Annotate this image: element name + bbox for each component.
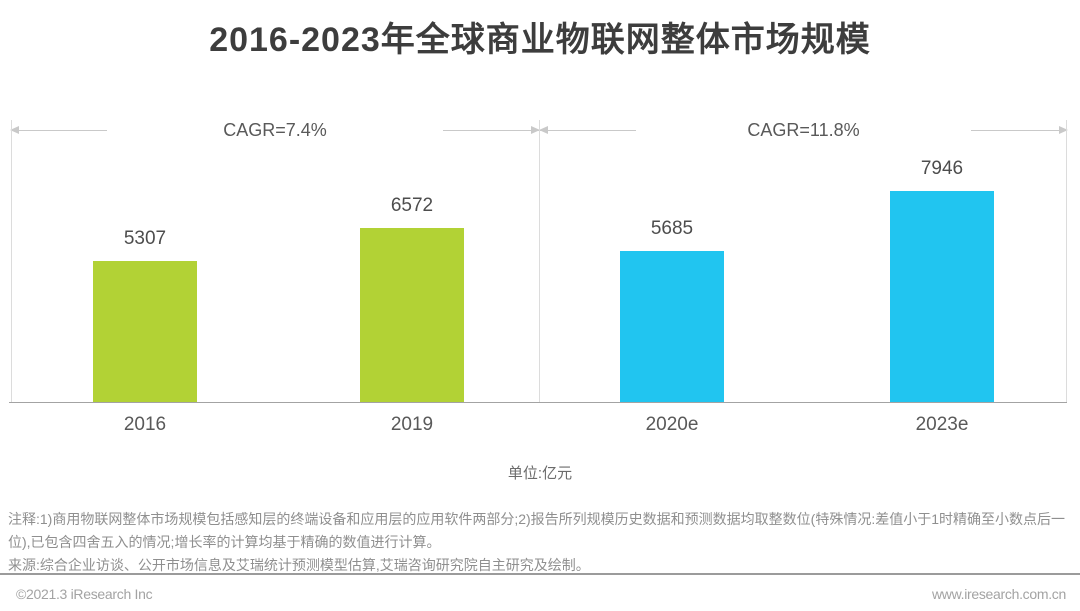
copyright-text: ©2021.3 iResearch Inc [16,586,153,602]
dimension-line-right-segment [971,126,1068,134]
footnotes: 注释:1)商用物联网整体市场规模包括感知层的终端设备和应用层的应用软件两部分;2… [8,508,1074,577]
x-axis-tick-label: 2019 [390,414,434,435]
cagr-label-left: CAGR=7.4% [223,119,327,140]
x-axis-tick-label: 2020e [645,414,699,435]
bar-value-label: 5685 [650,218,694,239]
dimension-line-left-segment [539,126,636,134]
bar-2019 [360,228,464,402]
dimension-guide-right [1066,120,1067,402]
arrowhead-right-icon [1059,126,1068,134]
dimension-line-left-segment [10,126,107,134]
arrowhead-left-icon [539,126,548,134]
bar-value-label: 6572 [390,195,434,216]
footer-divider [0,573,1080,575]
x-axis-line [9,402,1067,403]
dimension-guide-left [11,120,12,402]
footnote-text: 注释:1)商用物联网整体市场规模包括感知层的终端设备和应用层的应用软件两部分;2… [8,511,1066,550]
arrowhead-left-icon [10,126,19,134]
footer: ©2021.3 iResearch Inc www.iresearch.com.… [0,583,1080,607]
bar-2020e [620,251,724,402]
unit-label: 单位:亿元 [507,465,573,482]
chart-title: 2016-2023年全球商业物联网整体市场规模 [209,21,871,59]
dimension-line-right-segment [442,126,540,134]
bar-2016 [93,261,197,402]
source-text: 来源:综合企业访谈、公开市场信息及艾瑞统计预测模型估算,艾瑞咨询研究院自主研究及… [8,557,590,573]
bar-value-label: 5307 [123,228,167,249]
arrowhead-right-icon [530,126,540,134]
cagr-annotation-left: CAGR=7.4% [10,118,540,142]
dimension-guide-middle [539,120,540,402]
x-axis-tick-label: 2023e [915,414,969,435]
cagr-annotation-right: CAGR=11.8% [539,118,1068,142]
bar-value-label: 7946 [920,158,964,179]
cagr-label-right: CAGR=11.8% [747,119,860,140]
bar-2023e [890,191,994,402]
website-text: www.iresearch.com.cn [931,586,1066,602]
x-axis-tick-label: 2016 [123,414,167,435]
